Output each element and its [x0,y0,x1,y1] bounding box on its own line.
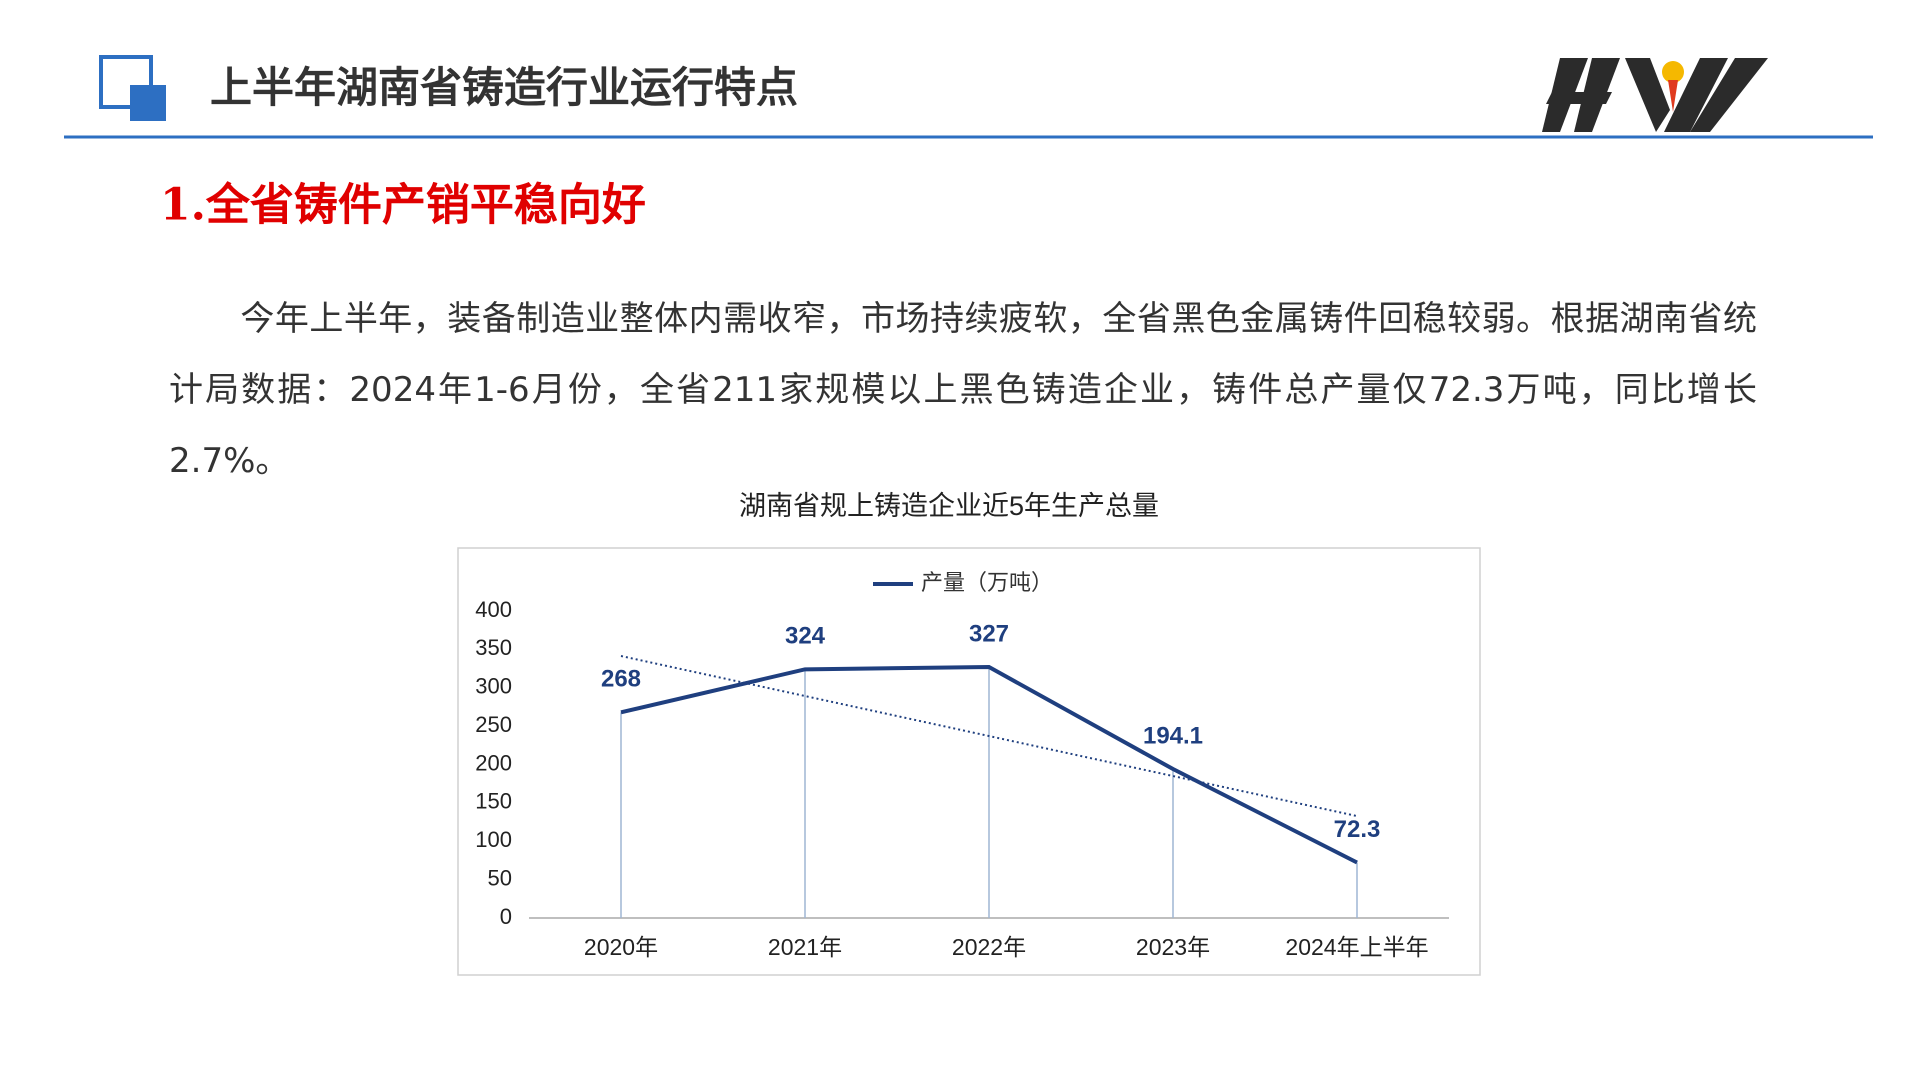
series-line [620,665,1358,865]
y-tick-label: 300 [475,674,512,699]
data-label: 324 [785,623,826,650]
y-tick-label: 100 [475,827,512,852]
y-tick-label: 200 [475,750,512,775]
y-tick-label: 250 [475,712,512,737]
y-tick-label: 400 [475,597,512,622]
data-label: 72.3 [1334,816,1381,843]
x-tick-label: 2020年 [584,934,658,960]
legend-label: 产量（万吨） [921,570,1053,595]
x-tick-label: 2022年 [952,934,1026,960]
data-label: 194.1 [1143,722,1203,749]
y-tick-label: 0 [500,904,512,929]
y-tick-label: 50 [488,865,512,890]
x-tick-label: 2024年上半年 [1285,934,1428,960]
x-tick-label: 2021年 [768,934,842,960]
chart-title: 湖南省规上铸造企业近5年生产总量 [739,491,1159,521]
header-icon [130,85,166,121]
x-tick-label: 2023年 [1136,934,1210,960]
y-tick-label: 350 [475,635,512,660]
header-icon [99,55,153,109]
y-tick-label: 150 [475,789,512,814]
logo [1542,58,1768,132]
chart-frame [457,547,1481,976]
data-label: 268 [601,666,641,693]
section-title: 1.全省铸件产销平稳向好 [160,180,646,231]
header-title: 上半年湖南省铸造行业运行特点 [210,64,798,111]
paragraph: 今年上半年，装备制造业整体内需收窄，市场持续疲软，全省黑色金属铸件回稳较弱。根据… [169,299,1757,481]
data-label: 327 [969,620,1009,647]
